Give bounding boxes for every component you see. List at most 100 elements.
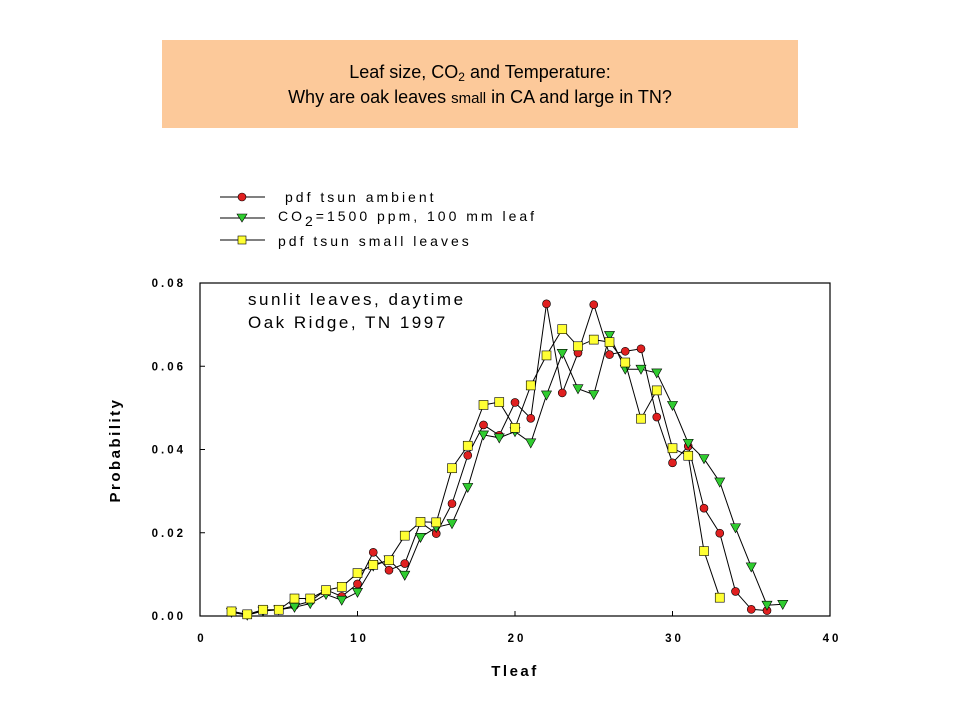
data-point	[573, 341, 583, 352]
data-point	[305, 593, 316, 604]
data-point	[462, 483, 474, 493]
data-point	[336, 595, 348, 606]
data-point	[540, 390, 553, 401]
data-point	[478, 400, 489, 410]
data-point	[667, 443, 678, 454]
chart-subtitle: Why are oak leaves small in CA and large…	[288, 87, 672, 107]
data-point	[603, 331, 616, 342]
data-point	[336, 582, 347, 592]
series-1	[225, 331, 789, 621]
annotation-line-2: Oak Ridge, TN 1997	[248, 313, 448, 332]
data-point	[651, 368, 663, 379]
y-tick-label: 0.08	[152, 278, 186, 290]
data-point	[745, 562, 757, 573]
data-point	[604, 337, 615, 347]
data-point	[289, 593, 300, 604]
data-point	[556, 349, 568, 359]
data-point	[714, 592, 725, 603]
data-point	[431, 517, 442, 528]
series-line	[231, 333, 783, 616]
y-axis-title: Probability	[107, 397, 124, 502]
legend-marker-co2	[236, 213, 248, 223]
data-point	[541, 350, 552, 361]
data-point	[698, 454, 710, 465]
y-tick-label: 0.06	[152, 361, 186, 373]
axis-ticks: 0 10 20 30 40 0.00 0.02 0.04 0.06 0.08	[152, 278, 839, 645]
data-point	[666, 401, 679, 411]
x-axis-title: Tleaf	[491, 663, 539, 680]
data-point	[510, 398, 520, 407]
data-point	[462, 440, 473, 451]
data-point	[525, 380, 536, 391]
legend-label-co2: CO2=1500 ppm, 100 mm leaf	[278, 208, 537, 229]
data-point	[588, 334, 599, 345]
data-point	[242, 609, 253, 620]
data-point	[557, 388, 567, 398]
data-point	[399, 530, 410, 541]
data-point	[605, 350, 614, 359]
data-point	[525, 438, 537, 449]
data-point	[714, 477, 726, 488]
data-point	[729, 523, 742, 534]
data-point	[321, 585, 331, 595]
data-point	[683, 450, 694, 461]
y-tick-label: 0.02	[152, 528, 186, 540]
x-tick-label: 20	[508, 633, 527, 645]
data-point	[715, 528, 725, 538]
legend-label-small: pdf tsun small leaves	[278, 233, 472, 249]
data-point	[635, 364, 647, 375]
x-tick-label: 10	[350, 633, 369, 645]
data-point	[399, 570, 411, 581]
legend-label-ambient: pdf tsun ambient	[285, 189, 437, 205]
data-point	[526, 413, 536, 423]
data-point	[620, 357, 631, 368]
annotation-line-1: sunlit leaves, daytime	[248, 290, 466, 309]
data-point	[258, 604, 268, 615]
data-point	[415, 517, 426, 527]
data-point	[777, 600, 789, 610]
legend: pdf tsun ambient CO2=1500 ppm, 100 mm le…	[220, 189, 537, 249]
data-point	[352, 568, 363, 578]
data-point	[226, 606, 237, 617]
data-point	[557, 324, 568, 335]
data-point	[463, 451, 473, 460]
title-box: Leaf size, CO2 and Temperature: Why are …	[162, 40, 798, 128]
y-tick-label: 0.00	[152, 611, 186, 623]
data-point	[572, 384, 584, 395]
series-2	[226, 324, 725, 620]
data-point	[731, 587, 740, 596]
data-point	[620, 346, 630, 356]
data-point	[699, 503, 709, 513]
data-point	[699, 546, 709, 556]
data-point	[682, 438, 694, 449]
data-point	[588, 390, 600, 401]
legend-marker-ambient	[237, 192, 247, 202]
data-point	[589, 300, 599, 309]
data-point	[353, 579, 362, 589]
data-point	[384, 565, 394, 575]
x-tick-label: 0	[197, 633, 206, 645]
data-point	[493, 433, 505, 444]
chart-title: Leaf size, CO2 and Temperature:	[349, 62, 611, 84]
y-tick-label: 0.04	[152, 445, 186, 457]
data-point	[477, 430, 490, 441]
data-point	[510, 423, 520, 433]
data-point	[651, 385, 662, 396]
data-point	[652, 412, 662, 422]
series-layer	[225, 299, 789, 621]
data-point	[479, 420, 488, 430]
data-point	[746, 605, 756, 614]
data-point	[273, 604, 284, 615]
data-point	[351, 587, 364, 598]
data-point	[668, 458, 677, 468]
legend-marker-small	[237, 235, 247, 245]
data-point	[400, 559, 410, 568]
data-point	[447, 499, 457, 508]
data-point	[446, 519, 458, 530]
x-tick-label: 30	[665, 633, 684, 645]
plot-frame	[199, 282, 831, 617]
data-point	[368, 560, 379, 570]
data-point	[494, 397, 505, 407]
data-point	[636, 344, 646, 354]
